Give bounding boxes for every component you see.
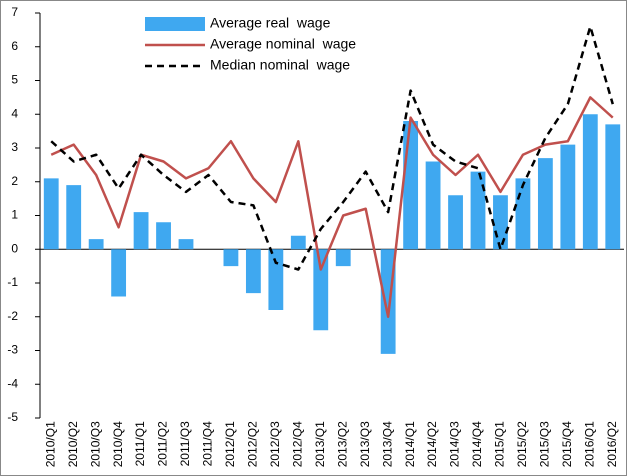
x-tick-label: 2010/Q4 (111, 421, 125, 467)
y-tick-label: -4 (7, 376, 18, 390)
y-tick-label: 0 (11, 241, 18, 255)
bar (245, 249, 261, 294)
x-tick-label: 2014/Q2 (425, 421, 439, 467)
legend-swatch (145, 17, 205, 31)
x-tick-label: 2015/Q3 (538, 421, 552, 467)
y-tick-label: -3 (7, 343, 18, 357)
x-tick-label: 2014/Q1 (403, 421, 417, 467)
x-tick-label: 2015/Q1 (493, 421, 507, 467)
bar (111, 249, 127, 297)
x-tick-label: 2010/Q3 (88, 421, 102, 467)
x-tick-label: 2014/Q4 (470, 421, 484, 467)
bar (66, 185, 82, 250)
x-tick-label: 2013/Q4 (380, 421, 394, 467)
y-tick-label: 4 (11, 106, 18, 120)
bar (133, 212, 149, 250)
bar (493, 195, 508, 250)
y-tick-label: 1 (11, 208, 18, 222)
y-tick-label: 6 (11, 39, 18, 53)
bar (448, 195, 463, 250)
bar (268, 249, 284, 310)
x-tick-label: 2016/Q2 (605, 421, 619, 467)
bar (605, 124, 621, 250)
bar (470, 171, 486, 250)
legend-label: Average nominal wage (210, 36, 356, 52)
y-tick-label: -5 (7, 410, 18, 424)
bar (403, 121, 419, 250)
bar (560, 144, 576, 250)
y-tick-label: 3 (11, 140, 18, 154)
bar (515, 178, 531, 250)
x-tick-label: 2011/Q3 (178, 421, 192, 466)
x-tick-label: 2012/Q1 (223, 421, 237, 467)
legend-label: Median nominal wage (210, 57, 350, 73)
bar (156, 222, 171, 250)
x-tick-label: 2015/Q4 (560, 421, 574, 467)
x-tick-label: 2010/Q2 (66, 421, 80, 467)
y-tick-label: -1 (7, 275, 18, 289)
x-tick-label: 2012/Q3 (268, 421, 282, 467)
bar (582, 114, 598, 250)
bar (178, 239, 194, 250)
x-tick-label: 2013/Q1 (313, 421, 327, 467)
x-tick-label: 2015/Q2 (515, 421, 529, 467)
x-tick-label: 2011/Q2 (156, 421, 170, 466)
y-tick-label: -2 (7, 309, 18, 323)
line (50, 96, 614, 318)
x-tick-label: 2011/Q4 (201, 421, 215, 466)
y-tick-label: 7 (11, 5, 18, 19)
bar (425, 161, 441, 250)
y-tick-label: 5 (11, 73, 18, 87)
line (50, 25, 614, 271)
bar (223, 249, 239, 267)
x-tick-label: 2011/Q1 (133, 421, 147, 466)
x-tick-label: 2012/Q2 (246, 421, 260, 467)
x-tick-label: 2016/Q1 (582, 421, 596, 467)
x-tick-label: 2014/Q3 (448, 421, 462, 467)
bar (335, 249, 351, 267)
legend-label: Average real wage (210, 15, 331, 31)
bar (290, 235, 306, 250)
x-tick-label: 2013/Q2 (335, 421, 349, 467)
bar (43, 178, 59, 250)
bar (313, 249, 329, 331)
x-tick-label: 2012/Q4 (290, 421, 304, 467)
bar (537, 158, 553, 250)
y-tick-label: 2 (11, 174, 18, 188)
bar (88, 239, 104, 250)
x-tick-label: 2010/Q1 (43, 421, 57, 467)
x-tick-label: 2013/Q3 (358, 421, 372, 467)
